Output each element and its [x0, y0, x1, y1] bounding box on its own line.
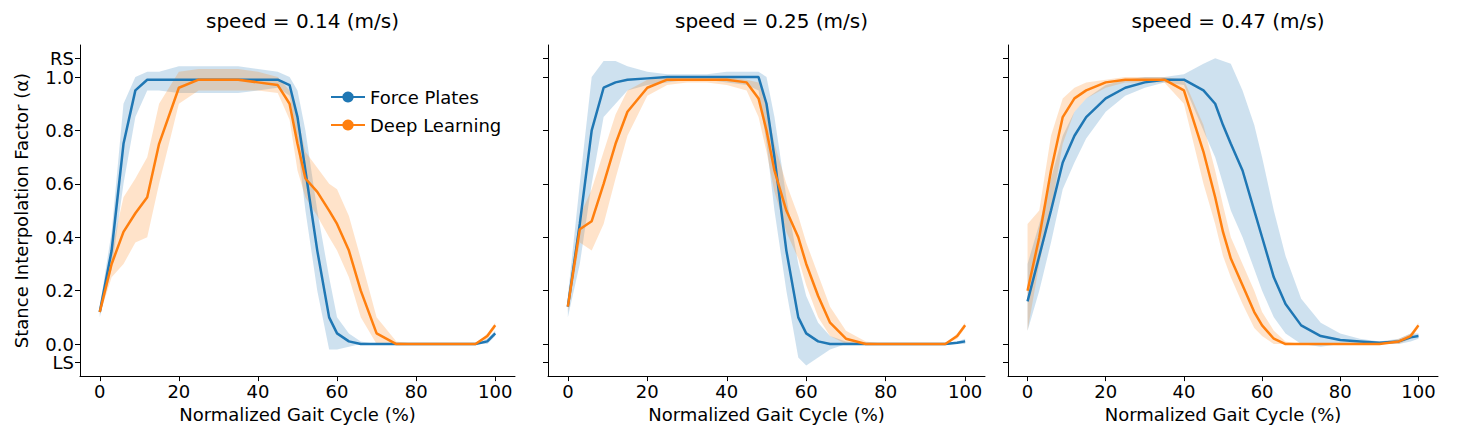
- svg-text:Deep Learning: Deep Learning: [370, 115, 501, 136]
- svg-text:0.0: 0.0: [45, 334, 74, 355]
- svg-text:60: 60: [795, 381, 818, 402]
- svg-text:Normalized Gait Cycle (%): Normalized Gait Cycle (%): [648, 404, 885, 425]
- svg-text:0.8: 0.8: [45, 120, 74, 141]
- svg-text:100: 100: [948, 381, 982, 402]
- svg-text:60: 60: [1251, 381, 1274, 402]
- svg-text:Stance Interpolation Factor (α: Stance Interpolation Factor (α): [11, 73, 32, 348]
- svg-text:40: 40: [1172, 381, 1195, 402]
- svg-text:100: 100: [1401, 381, 1435, 402]
- svg-text:20: 20: [636, 381, 659, 402]
- svg-text:speed = 0.47 (m/s): speed = 0.47 (m/s): [1131, 9, 1324, 33]
- svg-text:0: 0: [94, 381, 105, 402]
- svg-text:Normalized Gait Cycle (%): Normalized Gait Cycle (%): [179, 404, 416, 425]
- svg-text:20: 20: [1094, 381, 1117, 402]
- svg-text:40: 40: [715, 381, 738, 402]
- svg-text:speed = 0.25 (m/s): speed = 0.25 (m/s): [675, 9, 868, 33]
- svg-text:0.4: 0.4: [45, 227, 74, 248]
- svg-text:100: 100: [478, 381, 512, 402]
- svg-text:speed = 0.14 (m/s): speed = 0.14 (m/s): [206, 9, 399, 33]
- svg-text:1.0: 1.0: [45, 67, 74, 88]
- svg-text:80: 80: [1329, 381, 1352, 402]
- svg-text:60: 60: [326, 381, 349, 402]
- svg-text:40: 40: [247, 381, 270, 402]
- svg-text:Normalized Gait Cycle (%): Normalized Gait Cycle (%): [1105, 404, 1342, 425]
- svg-text:0: 0: [1022, 381, 1033, 402]
- svg-text:0.2: 0.2: [45, 280, 74, 301]
- svg-text:80: 80: [874, 381, 897, 402]
- svg-text:RS: RS: [50, 48, 74, 69]
- svg-text:20: 20: [167, 381, 190, 402]
- svg-text:0: 0: [562, 381, 573, 402]
- svg-text:80: 80: [405, 381, 428, 402]
- svg-text:Force Plates: Force Plates: [370, 87, 479, 108]
- svg-text:LS: LS: [53, 352, 74, 373]
- svg-text:0.6: 0.6: [45, 173, 74, 194]
